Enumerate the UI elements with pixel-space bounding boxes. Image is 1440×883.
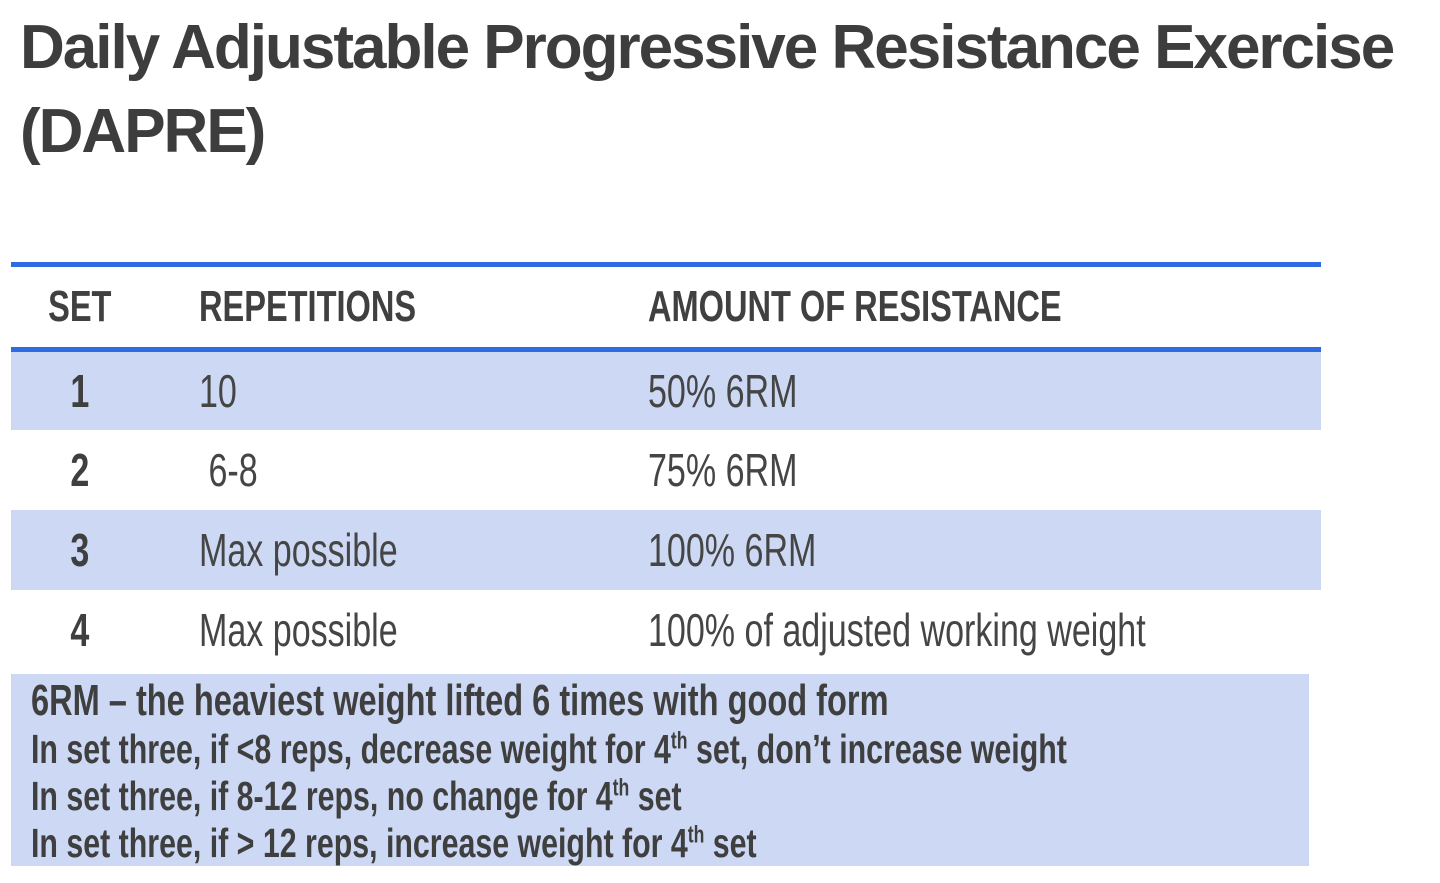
cell-set-1: 1	[70, 364, 90, 417]
note-definition: 6RM – the heaviest weight lifted 6 times…	[31, 676, 889, 725]
note-line-2: In set three, if 8-12 reps, no change fo…	[31, 773, 682, 819]
note-line-3: In set three, if > 12 reps, increase wei…	[31, 820, 757, 866]
dapre-table: SET REPETITIONS AMOUNT OF RESISTANCE 1 1…	[11, 262, 1321, 670]
superscript-th: th	[687, 821, 705, 849]
table-header-row: SET REPETITIONS AMOUNT OF RESISTANCE	[11, 264, 1321, 350]
cell-repetitions-2: 6-8	[199, 443, 258, 496]
cell-repetitions-4: Max possible	[199, 603, 398, 656]
header-cell-repetitions: REPETITIONS	[199, 282, 417, 331]
dapre-table-container: SET REPETITIONS AMOUNT OF RESISTANCE 1 1…	[11, 262, 1321, 670]
cell-resistance-1: 50% 6RM	[648, 364, 798, 417]
cell-repetitions-1: 10	[199, 364, 237, 417]
table-row: 4 Max possible 100% of adjusted working …	[11, 590, 1321, 670]
cell-resistance-2: 75% 6RM	[648, 443, 798, 496]
cell-resistance-3: 100% 6RM	[648, 523, 817, 576]
footnote-box: 6RM – the heaviest weight lifted 6 times…	[11, 674, 1309, 866]
superscript-th: th	[670, 727, 688, 755]
cell-resistance-4: 100% of adjusted working weight	[648, 603, 1147, 656]
table-row: 1 10 50% 6RM	[11, 349, 1321, 430]
table-row: 2 6-8 75% 6RM	[11, 430, 1321, 510]
cell-set-4: 4	[70, 603, 90, 656]
superscript-th: th	[612, 774, 630, 802]
cell-repetitions-3: Max possible	[199, 523, 398, 576]
page-title: Daily Adjustable Progressive Resistance …	[20, 13, 1395, 166]
header-cell-set: SET	[48, 282, 112, 331]
cell-set-3: 3	[70, 523, 90, 576]
cell-set-2: 2	[70, 443, 90, 496]
header-cell-resistance: AMOUNT OF RESISTANCE	[648, 282, 1063, 331]
table-row: 3 Max possible 100% 6RM	[11, 509, 1321, 590]
note-line-1: In set three, if <8 reps, decrease weigh…	[31, 726, 1067, 772]
